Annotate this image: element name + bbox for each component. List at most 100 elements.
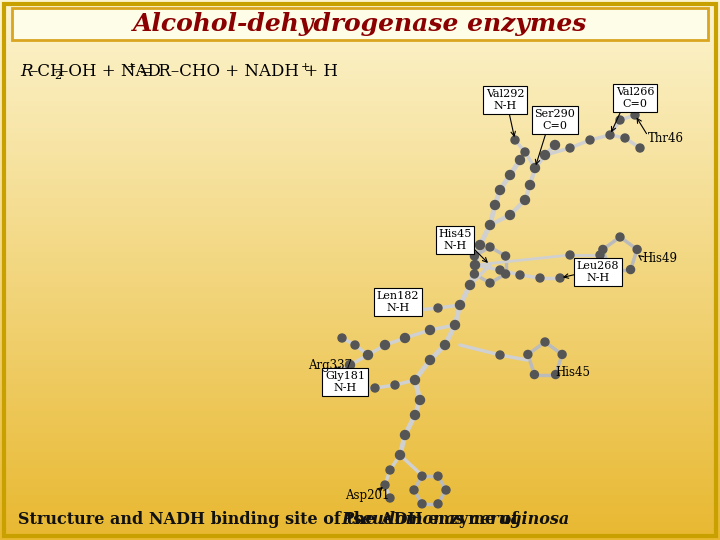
Circle shape — [631, 111, 639, 119]
Circle shape — [470, 252, 478, 260]
Circle shape — [586, 136, 594, 144]
Circle shape — [486, 243, 494, 251]
Circle shape — [485, 220, 495, 230]
FancyBboxPatch shape — [12, 8, 708, 40]
Text: Thr46: Thr46 — [648, 132, 684, 145]
Text: = R–CHO + NADH + H: = R–CHO + NADH + H — [134, 64, 338, 80]
Circle shape — [466, 280, 474, 289]
Circle shape — [558, 350, 566, 359]
Text: Alcohol-dehydrogenase enzymes: Alcohol-dehydrogenase enzymes — [132, 12, 588, 36]
Text: Pseudomonas aeruginosa: Pseudomonas aeruginosa — [341, 511, 570, 528]
Circle shape — [380, 341, 390, 349]
Text: Structure and NADH binding site of the ADH enzyme of: Structure and NADH binding site of the A… — [18, 511, 524, 528]
Text: His45: His45 — [555, 366, 590, 379]
Circle shape — [616, 233, 624, 241]
Circle shape — [414, 306, 422, 314]
Circle shape — [496, 351, 504, 359]
Circle shape — [521, 195, 529, 205]
Circle shape — [410, 486, 418, 494]
Text: –CH: –CH — [29, 64, 65, 80]
Circle shape — [354, 386, 362, 394]
Circle shape — [551, 140, 559, 150]
Circle shape — [410, 375, 420, 384]
Circle shape — [552, 370, 559, 379]
Circle shape — [386, 466, 394, 474]
Circle shape — [470, 260, 480, 269]
Text: Asp201: Asp201 — [345, 489, 390, 502]
Circle shape — [516, 156, 524, 165]
Text: 2: 2 — [54, 71, 61, 81]
Circle shape — [371, 384, 379, 392]
Circle shape — [526, 180, 534, 190]
Circle shape — [434, 500, 442, 508]
Circle shape — [606, 266, 613, 274]
Text: Val266
C=0: Val266 C=0 — [616, 87, 654, 109]
Circle shape — [536, 274, 544, 282]
Text: Val292
N-H: Val292 N-H — [486, 89, 524, 111]
Text: Ser290
C=0: Ser290 C=0 — [534, 109, 575, 131]
Text: Leu268
N-H: Leu268 N-H — [577, 261, 619, 283]
Circle shape — [451, 321, 459, 329]
Circle shape — [391, 381, 399, 389]
Text: +: + — [301, 62, 310, 72]
Circle shape — [566, 251, 574, 259]
Text: +: + — [127, 62, 136, 72]
Circle shape — [333, 368, 343, 376]
Text: Arg337: Arg337 — [308, 359, 352, 372]
Text: R: R — [20, 64, 32, 80]
Circle shape — [426, 355, 434, 364]
Circle shape — [415, 395, 425, 404]
Circle shape — [531, 164, 539, 172]
Circle shape — [531, 370, 539, 379]
Text: His49: His49 — [642, 252, 677, 265]
Circle shape — [502, 252, 510, 260]
Circle shape — [395, 450, 405, 460]
Circle shape — [596, 251, 604, 259]
Circle shape — [486, 279, 494, 287]
Circle shape — [364, 350, 372, 360]
Text: Len182
N-H: Len182 N-H — [377, 291, 419, 313]
Circle shape — [456, 300, 464, 309]
Circle shape — [556, 274, 564, 282]
Text: His45
N-H: His45 N-H — [438, 229, 472, 251]
Circle shape — [351, 341, 359, 349]
Circle shape — [599, 246, 607, 253]
Circle shape — [505, 211, 515, 219]
Circle shape — [426, 326, 434, 334]
Circle shape — [386, 494, 394, 502]
Circle shape — [441, 341, 449, 349]
Circle shape — [418, 500, 426, 508]
Circle shape — [636, 144, 644, 152]
Circle shape — [516, 271, 524, 279]
Text: –OH + NAD: –OH + NAD — [60, 64, 161, 80]
Text: Gly181
N-H: Gly181 N-H — [325, 371, 365, 393]
Circle shape — [495, 186, 505, 194]
Circle shape — [410, 410, 420, 420]
Circle shape — [521, 148, 529, 156]
Circle shape — [475, 240, 485, 249]
Circle shape — [633, 246, 641, 253]
Circle shape — [524, 350, 532, 359]
Circle shape — [496, 266, 504, 274]
Circle shape — [381, 481, 389, 489]
Circle shape — [346, 361, 354, 369]
Circle shape — [338, 334, 346, 342]
Circle shape — [442, 486, 450, 494]
Circle shape — [470, 270, 478, 278]
Circle shape — [418, 472, 426, 480]
Circle shape — [490, 200, 500, 210]
Circle shape — [434, 472, 442, 480]
Circle shape — [541, 338, 549, 346]
Circle shape — [511, 136, 519, 144]
Circle shape — [621, 134, 629, 142]
Circle shape — [434, 304, 442, 312]
Circle shape — [566, 144, 574, 152]
Circle shape — [400, 334, 410, 342]
Circle shape — [626, 266, 634, 274]
Circle shape — [541, 151, 549, 159]
Circle shape — [606, 131, 614, 139]
Circle shape — [400, 430, 410, 440]
Circle shape — [502, 270, 510, 278]
Circle shape — [505, 171, 515, 179]
Circle shape — [616, 116, 624, 124]
